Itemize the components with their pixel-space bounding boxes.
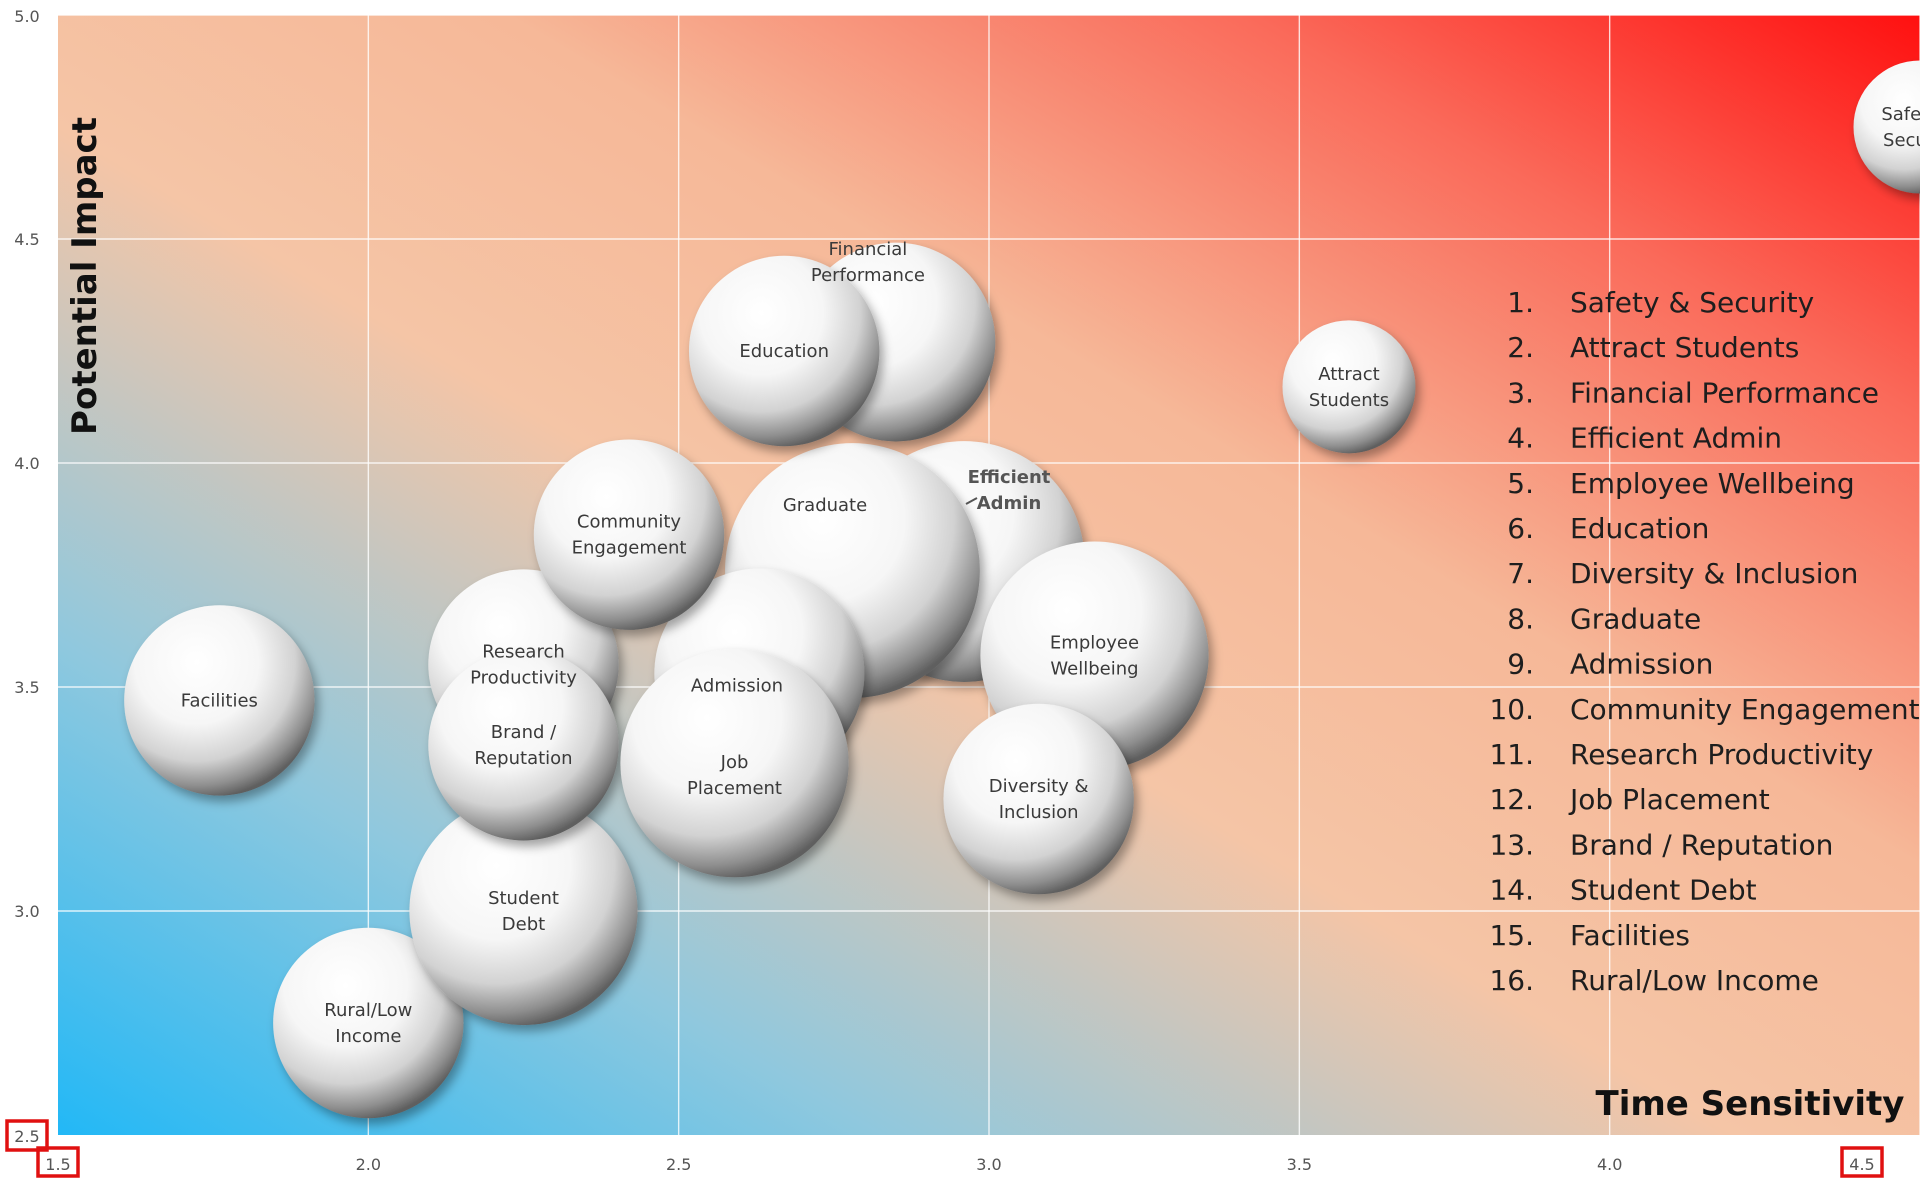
bubble-label: Placement: [687, 778, 782, 799]
legend-item-label: Education: [1570, 512, 1709, 545]
legend-item-label: Graduate: [1570, 602, 1701, 635]
legend-item-number: 4.: [1507, 422, 1534, 455]
bubble-label: Community: [577, 512, 682, 533]
bubble-label: Performance: [811, 265, 925, 286]
legend-item-number: 6.: [1507, 512, 1534, 545]
bubble-label: Research: [482, 642, 565, 663]
bubble-label: Financial: [828, 239, 907, 260]
bubble-label: Students: [1309, 390, 1389, 411]
legend-item-label: Research Productivity: [1570, 738, 1873, 771]
legend-item-label: Employee Wellbeing: [1570, 467, 1855, 500]
bubble-label: Inclusion: [999, 802, 1079, 823]
bubble-label: Education: [739, 341, 829, 362]
x-tick-label: 2.0: [356, 1155, 381, 1174]
legend-item-number: 8.: [1507, 602, 1534, 635]
legend-item-number: 13.: [1489, 828, 1534, 861]
legend-item-number: 3.: [1507, 376, 1534, 409]
bubble-label: Debt: [502, 914, 545, 935]
bubble-label: Graduate: [783, 495, 867, 516]
y-tick-highlight-box: [5, 1119, 49, 1152]
legend-item-number: 1.: [1507, 286, 1534, 319]
bubble-label: Engagement: [572, 538, 687, 559]
bubble-label: Employee: [1050, 633, 1139, 654]
bubble-label: Safety &: [1881, 104, 1920, 125]
x-tick-label: 4.5: [1849, 1155, 1874, 1174]
bubble-label: Brand /: [491, 722, 557, 743]
bubble-label: Admission: [691, 676, 783, 697]
bubble-label: Efficient: [968, 467, 1051, 488]
y-axis-title: Potential Impact: [65, 117, 105, 435]
legend-item-label: Diversity & Inclusion: [1570, 557, 1858, 590]
bubble-label: Diversity &: [989, 776, 1089, 797]
legend-item-number: 9.: [1507, 648, 1534, 681]
legend-item-label: Brand / Reputation: [1570, 828, 1833, 861]
bubbles: [124, 60, 1920, 1119]
bubble-label: Rural/Low: [324, 1000, 412, 1021]
y-tick-label: 3.0: [14, 902, 39, 921]
bubble-safety-security: [1853, 60, 1920, 194]
legend-item-label: Efficient Admin: [1570, 422, 1782, 455]
legend-item-label: Community Engagement: [1570, 693, 1920, 726]
y-tick-label: 4.0: [14, 454, 39, 473]
bubble-label: Attract: [1318, 364, 1380, 385]
bubble-diversity-inclusion: [943, 703, 1134, 895]
y-tick-label: 5.0: [14, 7, 39, 26]
legend-item-number: 15.: [1489, 919, 1534, 952]
legend-item-label: Safety & Security: [1570, 286, 1814, 319]
legend-item-label: Attract Students: [1570, 331, 1799, 364]
bubble-rural-low-income: [273, 927, 464, 1119]
bubble-facilities: [124, 605, 315, 796]
legend-item-label: Student Debt: [1570, 874, 1757, 907]
bubble-label: Wellbeing: [1050, 659, 1138, 680]
bubble-student-debt: [409, 796, 638, 1026]
legend-item-number: 10.: [1489, 693, 1534, 726]
legend-item-label: Facilities: [1570, 919, 1690, 952]
bubble-job-placement: [620, 649, 849, 878]
x-tick-label: 4.0: [1597, 1155, 1622, 1174]
legend-item-number: 11.: [1489, 738, 1534, 771]
x-tick-highlight-box: [1840, 1146, 1884, 1178]
bubble-label: Productivity: [470, 668, 577, 689]
x-tick-label: 1.5: [45, 1155, 70, 1174]
x-axis-title: Time Sensitivity: [1596, 1084, 1905, 1124]
efficient-admin-leader-line: [965, 497, 978, 505]
bubble-label: Facilities: [181, 690, 258, 711]
legend-item-number: 2.: [1507, 331, 1534, 364]
x-tick-label: 3.0: [976, 1155, 1001, 1174]
y-tick-label: 2.5: [14, 1127, 39, 1146]
bubble-community-engagement: [533, 439, 725, 630]
legend-item-number: 16.: [1489, 964, 1534, 997]
y-tick-label: 3.5: [14, 678, 39, 697]
bubble-label: Security: [1883, 130, 1920, 151]
legend-item-label: Rural/Low Income: [1570, 964, 1819, 997]
bubble-labels: Safety & Security Attract Students Financial…: [181, 104, 1920, 1047]
bubble-label: Income: [335, 1026, 401, 1047]
bubble-attract-students: [1282, 320, 1416, 454]
legend-item-label: Financial Performance: [1570, 376, 1879, 409]
bubble-label: Job: [720, 752, 749, 773]
legend-item-label: Job Placement: [1568, 783, 1770, 816]
bubble-label: Student: [488, 888, 559, 909]
legend-item-number: 14.: [1489, 874, 1534, 907]
x-tick-label: 2.5: [666, 1155, 691, 1174]
x-tick-highlight-box: [36, 1146, 80, 1178]
legend-item-number: 5.: [1507, 467, 1534, 500]
y-tick-label: 4.5: [14, 230, 39, 249]
legend: 1. Safety & Security 2. Attract Students 3. F…: [1489, 286, 1919, 997]
bubble-label: Reputation: [474, 748, 572, 769]
bubble-education: [688, 255, 880, 447]
bubble-label: Admin: [977, 493, 1042, 514]
legend-item-number: 7.: [1507, 557, 1534, 590]
legend-item-label: Admission: [1570, 648, 1713, 681]
legend-item-number: 12.: [1489, 783, 1534, 816]
x-tick-label: 3.5: [1287, 1155, 1312, 1174]
axis-ticks: 1.5 2.0 2.5 3.0 3.5 4.0 4.5 2.5 3.0 3.5 4.0 4.5 5.0: [5, 7, 1884, 1178]
bubble-brand-reputation: [428, 650, 619, 841]
